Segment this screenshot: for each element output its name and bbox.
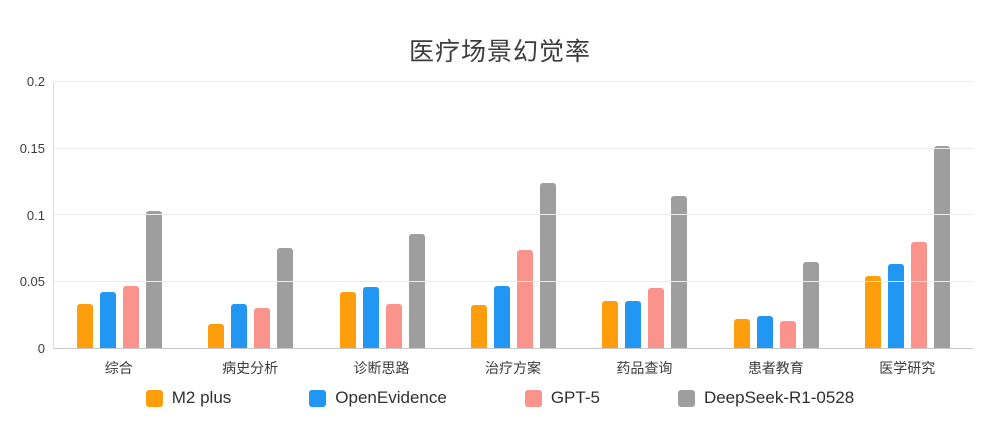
y-tick-label: 0.05 xyxy=(19,274,45,290)
bar-m2-plus xyxy=(208,324,225,348)
legend-label: OpenEvidence xyxy=(335,388,447,407)
bar-group xyxy=(579,82,710,348)
legend-item: GPT-5 xyxy=(524,388,600,408)
gridline xyxy=(54,81,973,82)
gridline xyxy=(54,280,973,282)
bar-openevidence xyxy=(493,285,510,348)
bar-gpt-5 xyxy=(385,304,402,348)
bar-gpt-5 xyxy=(779,321,796,348)
bar-openevidence xyxy=(756,316,773,348)
legend-label: M2 plus xyxy=(171,388,232,407)
y-tick-label: 0.1 xyxy=(26,207,45,223)
bar-gpt-5 xyxy=(516,249,533,348)
bar-gpt-5 xyxy=(123,285,140,348)
chart-title: 医疗场景幻觉率 xyxy=(408,38,591,66)
bar-group xyxy=(317,82,448,348)
bar-group xyxy=(54,82,185,348)
x-tick-label: 治疗方案 xyxy=(484,360,541,376)
legend-item: DeepSeek-R1-0528 xyxy=(677,388,855,408)
bar-m2-plus xyxy=(602,301,619,348)
bar-gpt-5 xyxy=(254,308,271,348)
x-tick-label: 综合 xyxy=(104,360,133,376)
legend-swatch-icon xyxy=(677,389,695,407)
legend-item: OpenEvidence xyxy=(309,388,447,408)
legend: M2 plus OpenEvidence GPT-5 DeepSeek-R1-0528 xyxy=(0,388,1000,408)
x-tick-label: 病史分析 xyxy=(222,360,279,376)
bar-deepseek-r1-0528 xyxy=(539,183,556,348)
gridline xyxy=(54,214,973,215)
bar-m2-plus xyxy=(864,276,881,348)
plot-area xyxy=(53,81,973,349)
bar-deepseek-r1-0528 xyxy=(277,248,294,348)
bar-m2-plus xyxy=(470,305,487,348)
bar-group xyxy=(842,82,973,348)
bar-m2-plus xyxy=(77,304,94,348)
x-tick-label: 患者教育 xyxy=(747,360,804,376)
bar-group xyxy=(185,82,316,348)
legend-label: GPT-5 xyxy=(550,388,600,407)
bar-openevidence xyxy=(625,301,642,348)
bar-openevidence xyxy=(362,286,379,348)
bar-deepseek-r1-0528 xyxy=(408,233,425,348)
x-tick-label: 药品查询 xyxy=(616,360,673,376)
legend-label: DeepSeek-R1-0528 xyxy=(703,388,855,407)
bar-openevidence xyxy=(100,292,117,348)
legend-swatch-icon xyxy=(309,389,327,407)
bar-m2-plus xyxy=(733,318,750,348)
bar-group xyxy=(710,82,841,348)
bar-deepseek-r1-0528 xyxy=(146,211,163,348)
bar-deepseek-r1-0528 xyxy=(671,196,688,348)
y-tick-label: 0.15 xyxy=(19,140,45,156)
y-tick-label: 0.2 xyxy=(26,74,45,89)
legend-item: M2 plus xyxy=(145,388,232,408)
bar-openevidence xyxy=(231,304,248,348)
bar-openevidence xyxy=(887,264,904,348)
bar-group xyxy=(448,82,579,348)
bar-m2-plus xyxy=(339,292,356,348)
bar-gpt-5 xyxy=(910,241,927,348)
bar-deepseek-r1-0528 xyxy=(802,261,819,348)
legend-swatch-icon xyxy=(524,389,542,407)
bar-deepseek-r1-0528 xyxy=(933,145,950,348)
x-axis: 综合 病史分析 诊断思路 治疗方案 药品查询 患者教育 医学研究 xyxy=(53,358,973,378)
x-tick-label: 医学研究 xyxy=(879,360,936,376)
legend-swatch-icon xyxy=(145,389,163,407)
bar-groups xyxy=(54,82,973,348)
x-tick-label: 诊断思路 xyxy=(353,360,410,376)
bar-gpt-5 xyxy=(648,288,665,348)
y-tick-label: 0 xyxy=(37,341,45,356)
gridline xyxy=(54,147,973,149)
